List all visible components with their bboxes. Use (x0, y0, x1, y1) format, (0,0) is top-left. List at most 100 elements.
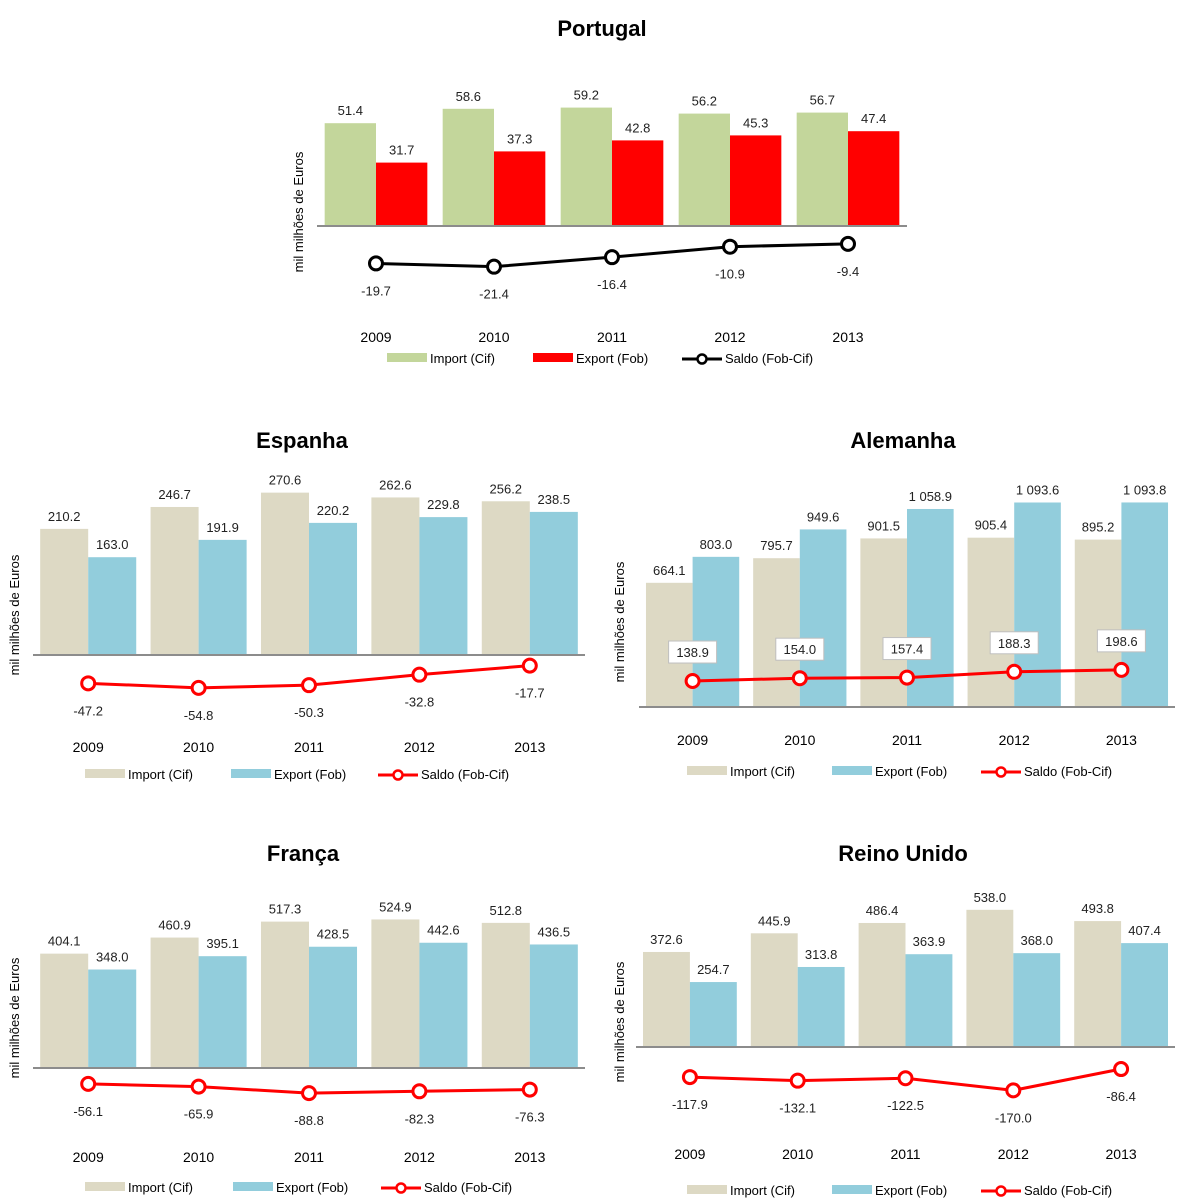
saldo-data-label: 188.3 (998, 636, 1031, 651)
saldo-data-label: -19.7 (361, 283, 391, 298)
legend-import-label: Import (Cif) (128, 767, 193, 782)
import-bar (750, 933, 798, 1047)
import-data-label: 372.6 (650, 932, 683, 947)
legend-saldo-label: Saldo (Fob-Cif) (725, 351, 813, 366)
export-bar (494, 151, 546, 226)
saldo-data-label: 198.6 (1105, 634, 1138, 649)
chart-title: Alemanha (850, 428, 956, 453)
saldo-point (301, 677, 317, 694)
export-data-label: 42.8 (625, 120, 650, 135)
import-data-label: 262.6 (379, 477, 412, 492)
import-data-label: 493.8 (1081, 901, 1114, 916)
saldo-data-label: -21.4 (479, 287, 509, 302)
export-data-label: 442.6 (427, 923, 460, 938)
import-bar (858, 922, 906, 1047)
legend-export-swatch (832, 766, 872, 775)
saldo-point (411, 666, 428, 683)
export-bar (309, 946, 358, 1068)
x-tick-label: 2011 (294, 739, 324, 755)
x-tick-label: 2010 (784, 732, 815, 748)
legend: Import (Cif) Export (Fob) Saldo (Fob-Cif) (85, 767, 509, 782)
export-data-label: 1 093.6 (1016, 482, 1059, 497)
x-tick-label: 2013 (514, 1149, 545, 1165)
import-bar (40, 528, 89, 655)
saldo-point (521, 657, 538, 674)
saldo-point (368, 255, 384, 272)
export-bar (529, 944, 578, 1068)
saldo-point (840, 235, 856, 252)
export-data-label: 220.2 (317, 503, 350, 518)
legend-import-swatch (387, 353, 427, 362)
import-bar (753, 558, 800, 707)
import-bar (260, 921, 309, 1068)
x-tick-label: 2010 (478, 329, 509, 345)
saldo-point (1113, 661, 1130, 678)
saldo-point (897, 1070, 914, 1087)
legend-saldo-label: Saldo (Fob-Cif) (1024, 1183, 1112, 1198)
saldo-data-label: -32.8 (405, 695, 435, 710)
export-data-label: 254.7 (697, 962, 730, 977)
x-tick-label: 2013 (832, 329, 863, 345)
export-data-label: 407.4 (1128, 923, 1161, 938)
import-data-label: 56.2 (692, 94, 717, 109)
legend-saldo-label: Saldo (Fob-Cif) (424, 1180, 512, 1195)
saldo-point (791, 670, 808, 687)
import-data-label: 795.7 (760, 538, 793, 553)
legend-export-label: Export (Fob) (276, 1180, 348, 1195)
export-bar (797, 966, 845, 1047)
saldo-point (190, 679, 207, 696)
chart-title: Portugal (557, 16, 646, 41)
saldo-point (684, 673, 701, 690)
import-bar (966, 909, 1014, 1047)
export-data-label: 313.8 (805, 947, 838, 962)
import-bar (643, 951, 690, 1047)
x-tick-label: 2010 (183, 739, 214, 755)
import-bar (371, 919, 420, 1068)
export-bar (88, 969, 137, 1068)
export-bar (198, 956, 247, 1068)
saldo-data-label: -88.8 (294, 1113, 324, 1128)
export-data-label: 37.3 (507, 131, 532, 146)
export-bar (419, 942, 468, 1068)
saldo-point (190, 1078, 207, 1095)
chart-4: França mil milhões de Euros 404.1 348.0 460.… (7, 841, 585, 1195)
saldo-point (722, 238, 738, 255)
saldo-data-label: -56.1 (73, 1104, 103, 1119)
x-tick-label: 2009 (360, 329, 391, 345)
export-bar (1121, 502, 1169, 707)
import-bar (1074, 539, 1122, 707)
export-bar (689, 982, 737, 1047)
x-tick-label: 2009 (677, 732, 708, 748)
x-tick-label: 2012 (714, 329, 745, 345)
import-data-label: 901.5 (867, 518, 900, 533)
saldo-data-label: -132.1 (779, 1101, 816, 1116)
x-tick-label: 2009 (674, 1146, 705, 1162)
legend-import-swatch (687, 1185, 727, 1194)
import-data-label: 895.2 (1082, 520, 1115, 535)
export-data-label: 163.0 (96, 537, 129, 552)
x-tick-label: 2012 (404, 1149, 435, 1165)
export-data-label: 45.3 (743, 115, 768, 130)
saldo-data-label: 154.0 (784, 642, 817, 657)
saldo-data-label: -54.8 (184, 708, 214, 723)
saldo-data-label: -82.3 (405, 1111, 435, 1126)
legend-export-label: Export (Fob) (576, 351, 648, 366)
legend-saldo-marker (995, 766, 1007, 778)
chart-title: Reino Unido (838, 841, 968, 866)
import-bar (150, 937, 199, 1068)
legend-saldo-marker (392, 769, 404, 781)
y-axis-label: mil milhões de Euros (612, 561, 627, 682)
import-data-label: 246.7 (158, 487, 191, 502)
saldo-data-label: -10.9 (715, 267, 745, 282)
legend-import-label: Import (Cif) (730, 1183, 795, 1198)
chart-title: Espanha (256, 428, 348, 453)
chart-2: Espanha mil milhões de Euros 210.2 163.0 246… (7, 428, 585, 782)
x-tick-label: 2012 (998, 1146, 1029, 1162)
import-bar (40, 953, 89, 1068)
saldo-point (1113, 1061, 1130, 1078)
export-data-label: 238.5 (538, 492, 571, 507)
import-data-label: 517.3 (269, 902, 302, 917)
import-bar (560, 107, 612, 226)
saldo-point (301, 1085, 317, 1102)
